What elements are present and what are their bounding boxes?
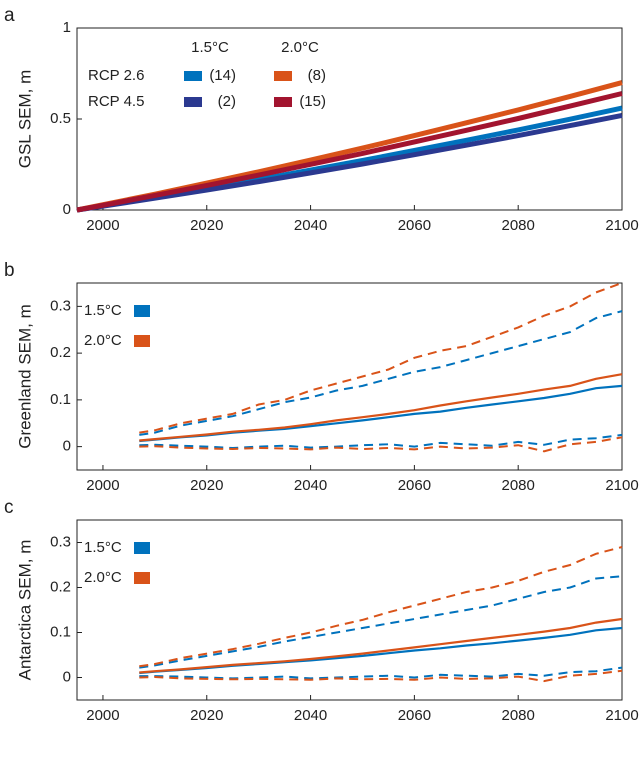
legend-header: 2.0°C — [281, 39, 319, 56]
x-tick-label: 2100 — [605, 707, 638, 724]
range-line — [139, 310, 623, 436]
x-tick-label: 2000 — [86, 477, 119, 494]
x-tick-label: 2080 — [502, 707, 535, 724]
legend-header: 1.5°C — [191, 39, 229, 56]
y-axis-label: GSL SEM, m — [15, 70, 34, 169]
x-tick-label: 2100 — [605, 217, 638, 234]
panel-label: a — [4, 5, 15, 26]
y-tick-label: 0.5 — [50, 110, 71, 127]
y-axis-label: Antarctica SEM, m — [15, 540, 34, 681]
legend-swatch — [184, 71, 202, 81]
y-tick-label: 0 — [63, 201, 71, 218]
plot-frame — [76, 519, 623, 701]
y-tick-label: 1 — [63, 19, 71, 36]
legend-row-label: RCP 2.6 — [88, 67, 144, 84]
series-line — [139, 373, 623, 442]
x-tick-label: 2000 — [86, 217, 119, 234]
x-tick-label: 2000 — [86, 707, 119, 724]
y-tick-label: 0.1 — [50, 623, 71, 640]
legend-label: (2) — [218, 93, 236, 110]
y-tick-label: 0.3 — [50, 533, 71, 550]
legend-swatch — [274, 97, 292, 107]
series-line — [139, 384, 623, 443]
x-tick-label: 2020 — [190, 477, 223, 494]
y-tick-label: 0.2 — [50, 578, 71, 595]
series-line — [76, 91, 623, 213]
legend-label: 2.0°C — [84, 569, 122, 586]
legend-swatch — [274, 71, 292, 81]
range-line — [139, 575, 623, 669]
legend-swatch — [134, 572, 150, 584]
x-tick-label: 2040 — [294, 217, 327, 234]
y-tick-label: 0.3 — [50, 297, 71, 314]
legend-label: (14) — [209, 67, 236, 84]
legend-label: (8) — [308, 67, 326, 84]
range-line — [139, 666, 623, 680]
x-tick-label: 2020 — [190, 707, 223, 724]
legend-swatch — [134, 542, 150, 554]
y-tick-label: 0 — [63, 668, 71, 685]
legend-swatch — [184, 97, 202, 107]
legend-label: 1.5°C — [84, 302, 122, 319]
x-tick-label: 2040 — [294, 477, 327, 494]
x-tick-label: 2080 — [502, 217, 535, 234]
range-line — [139, 433, 623, 450]
x-tick-label: 2040 — [294, 707, 327, 724]
range-line — [139, 282, 623, 434]
plot-frame — [76, 27, 623, 211]
y-tick-label: 0.1 — [50, 391, 71, 408]
panel-label: b — [4, 260, 15, 281]
y-axis-label: Greenland SEM, m — [15, 304, 34, 449]
x-tick-label: 2060 — [398, 217, 431, 234]
legend-swatch — [134, 305, 150, 317]
x-tick-label: 2060 — [398, 477, 431, 494]
y-tick-label: 0.2 — [50, 344, 71, 361]
legend-swatch — [134, 335, 150, 347]
series-line — [139, 617, 623, 674]
range-line — [139, 546, 623, 668]
panel-label: c — [4, 497, 14, 518]
legend-label: 1.5°C — [84, 539, 122, 556]
y-tick-label: 0 — [63, 438, 71, 455]
legend-row-label: RCP 4.5 — [88, 93, 144, 110]
x-tick-label: 2060 — [398, 707, 431, 724]
x-tick-label: 2080 — [502, 477, 535, 494]
legend-label: (15) — [299, 93, 326, 110]
x-tick-label: 2100 — [605, 477, 638, 494]
x-tick-label: 2020 — [190, 217, 223, 234]
series-line — [76, 80, 623, 213]
legend-label: 2.0°C — [84, 332, 122, 349]
plot-frame — [76, 282, 623, 471]
